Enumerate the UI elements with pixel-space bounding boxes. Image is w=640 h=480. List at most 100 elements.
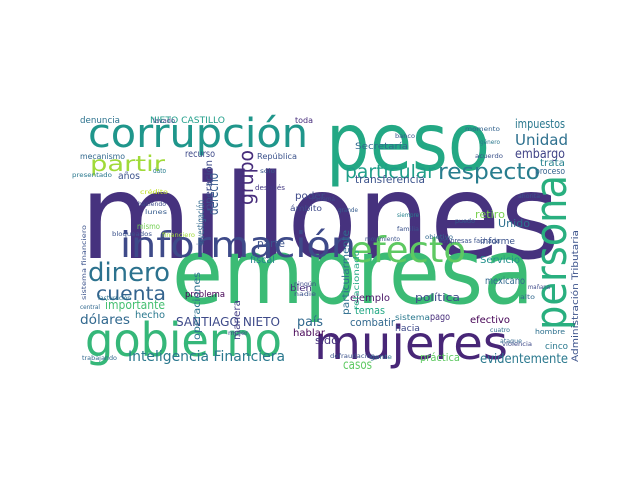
cloud-word: República xyxy=(257,152,297,161)
cloud-word: importante xyxy=(105,298,165,312)
cloud-word: dólares xyxy=(80,313,130,328)
cloud-word: cinco xyxy=(545,342,568,352)
cloud-word: nadie xyxy=(294,291,316,298)
cloud-word: facturación xyxy=(98,295,131,302)
cloud-word: defraudación xyxy=(330,353,375,360)
cloud-word: particularmente xyxy=(341,230,352,315)
cloud-word: años xyxy=(118,171,140,182)
cloud-word: denuncia xyxy=(80,116,120,126)
cloud-word: lunes xyxy=(145,209,167,216)
cloud-word: después xyxy=(255,184,285,192)
cloud-word: cuenta xyxy=(96,283,166,305)
cloud-word: hablar xyxy=(293,328,326,339)
cloud-word: práctica xyxy=(420,351,460,364)
cloud-word: grande xyxy=(338,207,358,214)
cloud-word: Servicio xyxy=(480,255,520,266)
cloud-word: gente xyxy=(370,354,392,361)
cloud-word: peso xyxy=(326,96,490,189)
cloud-word: información xyxy=(120,225,356,266)
cloud-word: NIETO CASTILLO xyxy=(150,116,225,126)
cloud-word: momento xyxy=(465,126,500,133)
cloud-word: país xyxy=(297,315,323,330)
cloud-word: corrupción xyxy=(88,111,308,157)
cloud-word: manera xyxy=(232,300,243,340)
cloud-word: banco xyxy=(395,133,415,140)
cloud-word: persona xyxy=(526,175,577,330)
cloud-word: evidentemente xyxy=(480,352,568,367)
cloud-word: sido xyxy=(315,334,338,347)
cloud-word: parte xyxy=(257,237,285,250)
cloud-word: ataque xyxy=(500,338,522,345)
cloud-word: Unidad xyxy=(515,131,568,149)
cloud-word: combatir xyxy=(350,316,395,329)
cloud-word: informe xyxy=(480,237,515,247)
cloud-word: objetivo xyxy=(425,234,453,241)
cloud-word: retiro xyxy=(475,208,505,221)
cloud-word: ahorita xyxy=(518,193,540,200)
cloud-word: hacia xyxy=(395,324,420,334)
cloud-word: cuatro xyxy=(490,327,510,334)
cloud-word: sólo xyxy=(260,168,275,175)
cloud-word: lavado xyxy=(153,117,175,125)
cloud-word: financiero xyxy=(162,232,195,239)
cloud-word: efecto xyxy=(350,230,466,271)
cloud-word: sistema financiero xyxy=(81,225,88,300)
cloud-word: Administración Tributaria xyxy=(570,230,581,362)
cloud-word: relacionado xyxy=(352,250,361,310)
cloud-word: transferencia xyxy=(355,173,425,186)
cloud-word: empresa xyxy=(172,220,534,325)
cloud-word: presentado xyxy=(72,172,112,179)
cloud-word: central xyxy=(80,304,100,311)
cloud-word: mujer xyxy=(228,330,249,337)
cloud-word: gobierno xyxy=(85,313,282,367)
cloud-word: trabajando xyxy=(82,355,117,362)
cloud-word: SANTIAGO NIETO xyxy=(176,315,280,329)
cloud-word: Inteligencia Financiera xyxy=(128,349,285,365)
cloud-word: fiscal xyxy=(250,255,275,266)
cloud-word: sistema xyxy=(395,313,430,322)
cloud-word: movimiento xyxy=(365,236,400,243)
cloud-word: siempre xyxy=(397,212,419,219)
cloud-word: bien xyxy=(290,284,312,294)
cloud-word: efectivo xyxy=(470,315,510,326)
cloud-word: impuestos xyxy=(515,117,565,131)
cloud-word: embargo xyxy=(515,147,565,162)
cloud-word: toda xyxy=(295,116,313,125)
cloud-word: Secretaría xyxy=(355,142,408,152)
cloud-word: casos xyxy=(343,358,372,373)
cloud-word: hombre xyxy=(535,328,565,336)
cloud-word: haciendo xyxy=(138,201,166,208)
cloud-word: crédito xyxy=(140,189,168,196)
cloud-word: operación xyxy=(203,160,215,210)
cloud-word: familia xyxy=(397,226,419,233)
cloud-word: ámbito xyxy=(290,204,322,213)
cloud-background xyxy=(70,115,575,373)
cloud-word: puedo xyxy=(455,218,475,225)
cloud-word: dinero xyxy=(88,258,170,288)
cloud-word: alto xyxy=(520,294,535,301)
cloud-word: Panamá xyxy=(312,196,335,203)
cloud-word: acuerdo xyxy=(475,153,503,160)
cloud-word: mexicano xyxy=(485,276,525,287)
cloud-word: grupo xyxy=(234,150,258,205)
cloud-word: dato xyxy=(153,167,166,175)
cloud-word: ejemplo xyxy=(350,293,390,304)
cloud-word: partir xyxy=(90,152,165,176)
cloud-word: pago xyxy=(430,312,450,323)
cloud-word: mecanismo xyxy=(80,152,125,161)
cloud-word: violencia xyxy=(502,341,532,348)
cloud-word: respecto xyxy=(438,160,540,185)
cloud-word: hecho xyxy=(135,310,165,321)
cloud-word: mujeres xyxy=(314,316,508,370)
cloud-word: investigación xyxy=(195,200,207,245)
cloud-word: ningún xyxy=(294,281,316,288)
cloud-word: recurso xyxy=(185,149,215,160)
cloud-word: temas xyxy=(355,304,385,317)
cloud-word: mismo xyxy=(137,222,160,231)
cloud-word: operaciones xyxy=(192,272,203,340)
cloud-word: Unido xyxy=(498,217,530,230)
cloud-word: poder xyxy=(295,191,326,202)
cloud-word: mañana xyxy=(528,284,550,291)
cloud-word: política xyxy=(415,291,460,304)
